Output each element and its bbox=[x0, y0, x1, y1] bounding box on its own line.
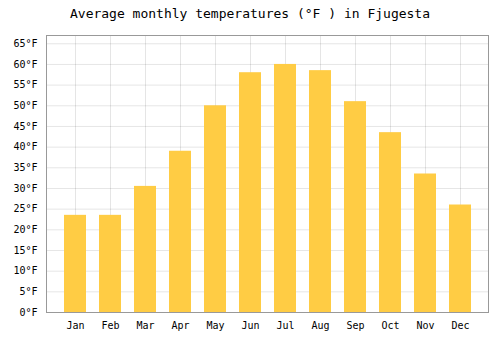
svg-text:0°F: 0°F bbox=[19, 307, 37, 318]
svg-text:Sep: Sep bbox=[346, 320, 364, 331]
svg-text:5°F: 5°F bbox=[19, 286, 37, 297]
svg-text:Nov: Nov bbox=[416, 320, 434, 331]
svg-text:35°F: 35°F bbox=[13, 162, 37, 173]
svg-text:Jun: Jun bbox=[241, 320, 259, 331]
svg-text:30°F: 30°F bbox=[13, 183, 37, 194]
svg-text:15°F: 15°F bbox=[13, 245, 37, 256]
svg-text:55°F: 55°F bbox=[13, 79, 37, 90]
svg-text:10°F: 10°F bbox=[13, 265, 37, 276]
svg-text:20°F: 20°F bbox=[13, 224, 37, 235]
svg-text:May: May bbox=[206, 320, 224, 331]
svg-text:Mar: Mar bbox=[136, 320, 154, 331]
svg-text:45°F: 45°F bbox=[13, 121, 37, 132]
svg-text:Apr: Apr bbox=[171, 320, 189, 331]
svg-text:Oct: Oct bbox=[381, 320, 399, 331]
svg-text:Jan: Jan bbox=[66, 320, 84, 331]
svg-text:Feb: Feb bbox=[101, 320, 119, 331]
svg-text:Dec: Dec bbox=[451, 320, 469, 331]
svg-text:60°F: 60°F bbox=[13, 59, 37, 70]
svg-text:25°F: 25°F bbox=[13, 203, 37, 214]
svg-text:65°F: 65°F bbox=[13, 38, 37, 49]
svg-text:40°F: 40°F bbox=[13, 141, 37, 152]
svg-text:Aug: Aug bbox=[311, 320, 329, 331]
svg-text:50°F: 50°F bbox=[13, 100, 37, 111]
html-text:Average monthly temperatures (: Average monthly temperatures (°F ) in Fj… bbox=[70, 6, 430, 21]
svg-text:Jul: Jul bbox=[276, 320, 294, 331]
